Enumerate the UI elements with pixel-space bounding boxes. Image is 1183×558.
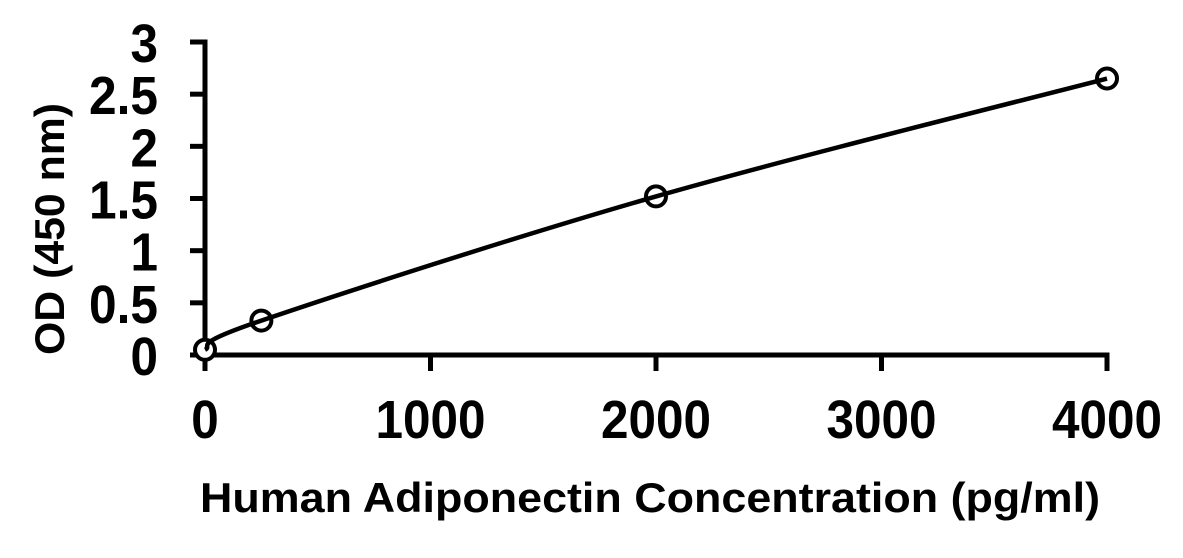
- tick-labels-layer: 00.511.522.530 1000 2000 3000 4000: [89, 14, 1162, 450]
- x-axis-title: Human Adiponectin Concentration (pg/ml): [200, 474, 1100, 521]
- y-tick-label: 1.5: [89, 171, 158, 231]
- y-tick-label: 0: [131, 327, 159, 387]
- axes-layer: [190, 39, 1110, 371]
- data-series-layer: [193, 66, 1119, 362]
- x-tick-label: 3000: [827, 390, 937, 450]
- y-tick-label: 1: [131, 223, 159, 283]
- y-tick-label: 0.5: [89, 275, 158, 335]
- y-tick-label: 3: [131, 14, 159, 74]
- y-axis-title: OD (450 nm): [26, 103, 73, 355]
- x-tick-label: 2000: [601, 390, 711, 450]
- y-tick-label: 2: [131, 118, 159, 178]
- x-tick-label: 0: [191, 390, 219, 450]
- x-tick-label: 1000: [376, 390, 486, 450]
- y-tick-label: 2.5: [89, 66, 158, 126]
- standard-curve-line: [203, 76, 1108, 352]
- x-tick-label: 4000: [1052, 390, 1162, 450]
